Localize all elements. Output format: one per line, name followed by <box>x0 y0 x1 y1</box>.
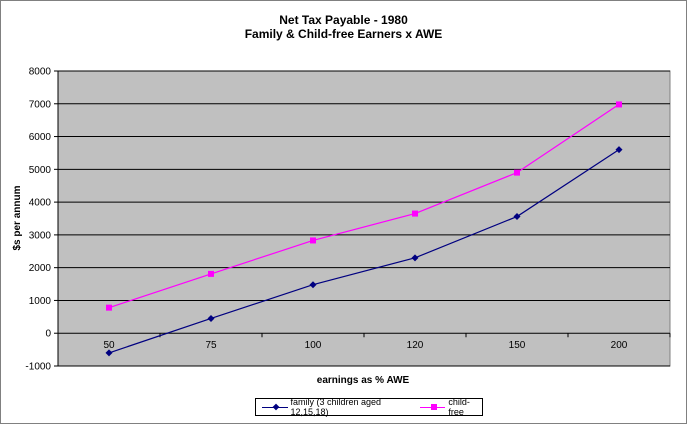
data-point-0-1 <box>207 314 215 322</box>
data-point-0-5 <box>615 146 623 154</box>
x-axis-label: earnings as % AWE <box>317 375 410 386</box>
data-point-1-2 <box>310 237 316 244</box>
legend-swatch-child-free <box>419 402 446 412</box>
data-point-1-0 <box>106 304 112 311</box>
y-tick-label: 6000 <box>29 132 52 143</box>
legend-label-family: family (3 children aged 12,15,18) <box>290 397 382 417</box>
legend: family (3 children aged 12,15,18) child-… <box>255 397 483 417</box>
chart-subtitle: Family & Child-free Earners x AWE <box>244 27 443 41</box>
y-tick-label: 4000 <box>29 198 52 209</box>
plot-area: 8000 7000 6000 5000 4000 3000 2000 1000 0 -1000 50… <box>25 67 671 373</box>
series-line-0 <box>108 149 620 354</box>
data-point-1-4 <box>514 169 520 176</box>
data-point-1-3 <box>412 210 418 217</box>
x-tick-label: 100 <box>305 340 322 351</box>
x-tick-label: 200 <box>611 340 628 351</box>
x-tick-label: 120 <box>407 340 424 351</box>
plot-background <box>57 70 671 367</box>
data-point-1-5 <box>616 101 622 108</box>
legend-label-child-free: child-free <box>448 397 470 417</box>
data-point-1-1 <box>208 270 214 277</box>
x-tick-label: 150 <box>509 340 526 351</box>
data-point-0-3 <box>411 254 419 262</box>
x-tick-label: 50 <box>103 340 115 351</box>
y-tick-label: 8000 <box>29 67 52 78</box>
y-tick-label: 2000 <box>29 263 52 274</box>
x-tick-label: 75 <box>205 340 217 351</box>
data-point-0-0 <box>105 349 113 357</box>
data-point-0-4 <box>513 213 521 221</box>
y-tick-label: 7000 <box>29 99 52 110</box>
legend-item-child-free: child-free <box>419 397 482 417</box>
y-tick-label: 3000 <box>29 230 52 241</box>
legend-item-family: family (3 children aged 12,15,18) <box>262 397 410 417</box>
chart-title: Net Tax Payable - 1980 <box>279 13 408 27</box>
y-tick-label: -1000 <box>25 362 51 373</box>
y-tick-label: 0 <box>45 329 51 340</box>
y-axis-label: $s per annum <box>12 185 23 250</box>
y-tick-label: 5000 <box>29 165 52 176</box>
legend-swatch-family <box>262 402 288 412</box>
data-point-0-2 <box>309 281 317 289</box>
series-line-1 <box>108 103 620 309</box>
y-tick-label: 1000 <box>29 296 52 307</box>
